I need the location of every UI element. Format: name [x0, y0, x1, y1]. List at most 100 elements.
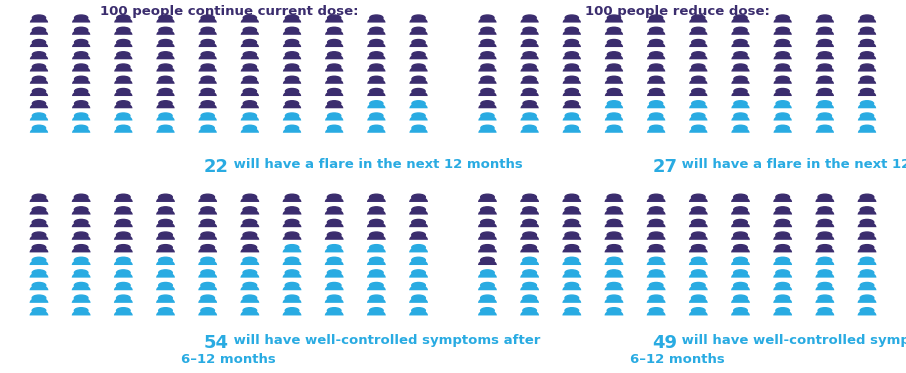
Circle shape [691, 295, 705, 301]
Polygon shape [367, 259, 386, 265]
Circle shape [74, 125, 88, 131]
Polygon shape [731, 90, 749, 96]
Circle shape [117, 64, 130, 70]
Polygon shape [114, 29, 132, 35]
Polygon shape [240, 209, 259, 214]
Circle shape [243, 15, 256, 21]
Polygon shape [520, 310, 539, 316]
Polygon shape [198, 209, 217, 214]
Circle shape [565, 207, 579, 213]
Polygon shape [410, 285, 428, 290]
Polygon shape [283, 259, 302, 265]
Polygon shape [283, 222, 302, 227]
Circle shape [327, 232, 341, 238]
Polygon shape [72, 272, 91, 278]
Circle shape [159, 232, 172, 238]
Circle shape [411, 295, 425, 301]
Polygon shape [114, 66, 132, 72]
Circle shape [818, 207, 832, 213]
Polygon shape [563, 272, 582, 278]
Polygon shape [773, 196, 792, 202]
Polygon shape [647, 17, 665, 22]
Polygon shape [647, 90, 665, 96]
Circle shape [370, 52, 383, 57]
Circle shape [74, 308, 88, 313]
Circle shape [33, 194, 46, 200]
Polygon shape [72, 41, 91, 47]
Circle shape [776, 232, 789, 238]
Polygon shape [240, 285, 259, 290]
Circle shape [734, 125, 747, 131]
Circle shape [565, 88, 578, 94]
Polygon shape [563, 90, 581, 96]
Polygon shape [283, 103, 301, 108]
Polygon shape [858, 115, 876, 120]
Circle shape [691, 76, 705, 82]
Circle shape [370, 308, 383, 313]
Circle shape [481, 257, 495, 263]
Polygon shape [114, 310, 133, 316]
Polygon shape [72, 29, 91, 35]
Polygon shape [198, 297, 217, 303]
Polygon shape [773, 209, 792, 214]
Polygon shape [324, 310, 343, 316]
Polygon shape [157, 54, 175, 59]
Polygon shape [30, 17, 48, 22]
Circle shape [285, 257, 299, 263]
Polygon shape [410, 54, 428, 59]
Polygon shape [563, 103, 581, 108]
Polygon shape [30, 103, 48, 108]
Polygon shape [689, 209, 708, 214]
Polygon shape [72, 115, 91, 120]
Polygon shape [520, 209, 539, 214]
Circle shape [117, 194, 130, 200]
Circle shape [412, 101, 425, 106]
Circle shape [412, 40, 425, 45]
Polygon shape [689, 78, 708, 84]
Circle shape [159, 257, 172, 263]
Polygon shape [367, 247, 386, 253]
Circle shape [411, 270, 425, 276]
Circle shape [861, 88, 873, 94]
Polygon shape [410, 17, 428, 22]
Polygon shape [689, 310, 708, 316]
Polygon shape [367, 297, 386, 303]
Circle shape [328, 113, 341, 119]
Circle shape [33, 125, 45, 131]
Polygon shape [156, 234, 175, 240]
Circle shape [159, 40, 172, 45]
Polygon shape [815, 209, 834, 214]
Circle shape [117, 40, 130, 45]
Circle shape [327, 308, 341, 313]
Circle shape [565, 27, 578, 33]
Circle shape [818, 257, 832, 263]
Circle shape [33, 295, 46, 301]
Circle shape [33, 27, 45, 33]
Text: will have a flare in the next 12 months: will have a flare in the next 12 months [228, 158, 523, 171]
Polygon shape [689, 103, 708, 108]
Circle shape [565, 257, 579, 263]
Polygon shape [520, 222, 539, 227]
Polygon shape [689, 41, 708, 47]
Polygon shape [773, 247, 792, 253]
Circle shape [159, 52, 172, 57]
Circle shape [818, 40, 832, 45]
Polygon shape [563, 54, 581, 59]
Polygon shape [478, 234, 496, 240]
Polygon shape [773, 234, 792, 240]
Polygon shape [325, 54, 343, 59]
Polygon shape [198, 66, 217, 72]
Polygon shape [478, 29, 496, 35]
Polygon shape [114, 196, 133, 202]
Circle shape [328, 27, 341, 33]
Circle shape [481, 282, 495, 288]
Polygon shape [605, 29, 623, 35]
Polygon shape [858, 90, 876, 96]
Polygon shape [198, 247, 217, 253]
Polygon shape [858, 310, 876, 316]
Polygon shape [604, 285, 623, 290]
Circle shape [33, 15, 45, 21]
Circle shape [565, 232, 579, 238]
Polygon shape [198, 29, 217, 35]
Circle shape [370, 101, 383, 106]
